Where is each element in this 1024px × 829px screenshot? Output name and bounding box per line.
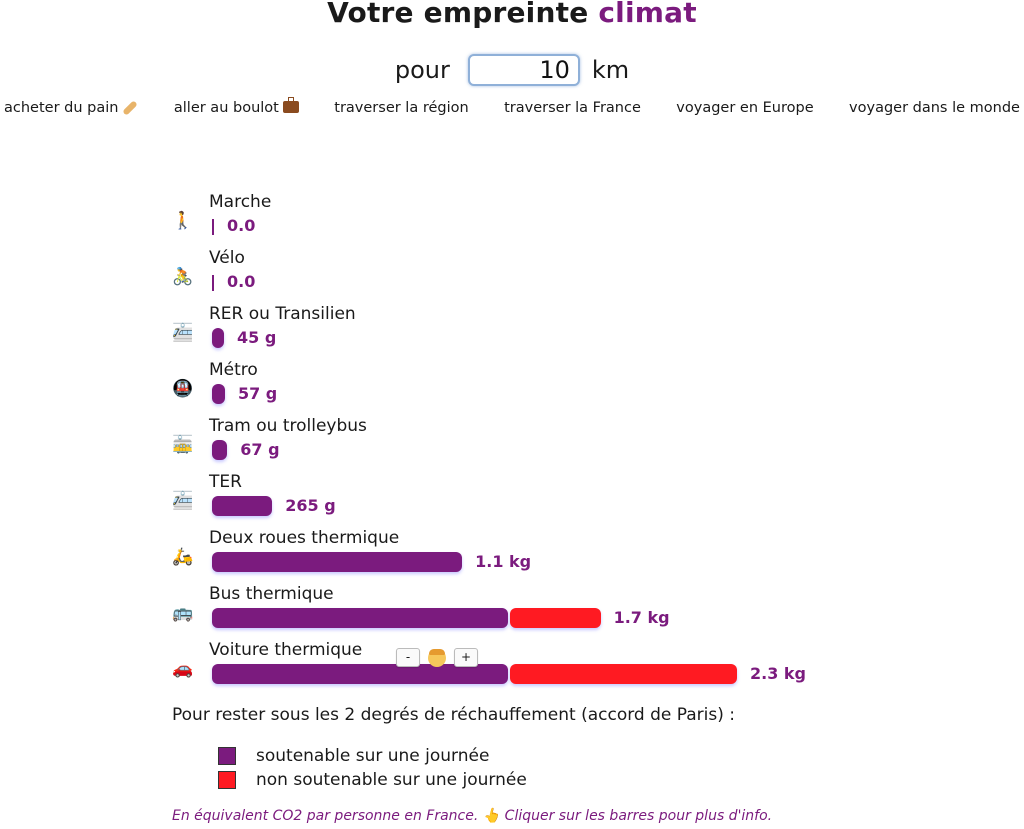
bar-sustainable[interactable] <box>212 384 225 404</box>
mode-label: TER <box>209 472 242 492</box>
preset-voyager-en-europe[interactable]: voyager en Europe <box>676 100 813 116</box>
bar-value-label: 0.0 <box>227 272 255 292</box>
mode-row: 🚴 Vélo 0.0 <box>0 248 1024 304</box>
bar-track <box>212 384 225 404</box>
briefcase-icon <box>283 101 299 113</box>
bar-track <box>212 608 601 628</box>
train-icon: 🚈 <box>172 322 194 344</box>
mode-label: RER ou Transilien <box>209 304 356 324</box>
footer-hint: Cliquer sur les barres pour plus d'info. <box>505 808 772 824</box>
bus-icon: 🚌 <box>172 602 194 624</box>
legend-swatch-unsustainable <box>218 771 236 789</box>
train-icon: 🚈 <box>172 490 194 512</box>
mode-row: 🛵 Deux roues thermique 1.1 kg <box>0 528 1024 584</box>
legend: soutenable sur une journée non soutenabl… <box>218 744 527 792</box>
preset-label: aller au boulot <box>174 100 279 116</box>
bar-sustainable[interactable] <box>212 440 227 460</box>
walking-person-icon: 🚶 <box>172 210 194 232</box>
mode-row: 🚶 Marche 0.0 <box>0 192 1024 248</box>
mode-label: Vélo <box>209 248 245 268</box>
mode-label: Tram ou trolleybus <box>209 416 367 436</box>
distance-selector: pour km <box>0 54 1024 86</box>
bar-value-label: 265 g <box>285 496 335 516</box>
bar-zero-marker[interactable] <box>212 219 214 235</box>
bar-track <box>212 664 737 684</box>
distance-input[interactable] <box>468 54 580 86</box>
mode-label: Métro <box>209 360 258 380</box>
metro-icon: 🚇 <box>172 378 194 400</box>
preset-voyager-dans-le-monde[interactable]: voyager dans le monde <box>849 100 1020 116</box>
legend-item-sustainable: soutenable sur une journée <box>218 744 527 768</box>
bar-unsustainable[interactable] <box>510 664 737 684</box>
increase-passengers-button[interactable]: + <box>454 648 478 667</box>
mode-label: Voiture thermique <box>209 640 362 660</box>
mode-label: Bus thermique <box>209 584 334 604</box>
person-face-icon <box>428 649 446 667</box>
passenger-stepper: -+ <box>396 648 478 667</box>
bar-value-label: 1.1 kg <box>475 552 531 572</box>
bar-track <box>212 328 224 348</box>
mode-row: 🚈 TER 265 g <box>0 472 1024 528</box>
legend-label: soutenable sur une journée <box>256 746 489 766</box>
bar-value-label: 45 g <box>237 328 276 348</box>
distance-prefix: pour <box>395 56 450 84</box>
bread-icon <box>123 100 139 116</box>
mode-row: 🚌 Bus thermique 1.7 kg <box>0 584 1024 640</box>
bar-unsustainable[interactable] <box>510 608 601 628</box>
page-title: Votre empreinte climat <box>0 0 1024 29</box>
bar-value-label: 2.3 kg <box>750 664 806 684</box>
title-prefix: Votre empreinte <box>327 0 588 29</box>
bar-track <box>212 496 272 516</box>
tram-icon: 🚋 <box>172 434 194 456</box>
pointing-hand-icon: 👆 <box>483 808 500 824</box>
scooter-icon: 🛵 <box>172 546 194 568</box>
bicycle-icon: 🚴 <box>172 266 194 288</box>
bar-zero-marker[interactable] <box>212 275 214 291</box>
mode-row: 🚗Voiture thermique2.3 kg-+ <box>0 640 1024 696</box>
bar-track <box>212 552 462 572</box>
mode-row: 🚇 Métro 57 g <box>0 360 1024 416</box>
bar-sustainable[interactable] <box>212 328 224 348</box>
bar-sustainable[interactable] <box>212 608 508 628</box>
legend-swatch-sustainable <box>218 747 236 765</box>
footer-note: En équivalent CO2 par personne en France… <box>172 808 772 824</box>
bar-value-label: 67 g <box>240 440 279 460</box>
car-icon: 🚗 <box>172 658 194 680</box>
mode-row: 🚈 RER ou Transilien 45 g <box>0 304 1024 360</box>
bar-value-label: 0.0 <box>227 216 255 236</box>
title-accent: climat <box>598 0 696 29</box>
preset-traverser-la-france[interactable]: traverser la France <box>504 100 641 116</box>
preset-traverser-la-region[interactable]: traverser la région <box>334 100 468 116</box>
distance-unit: km <box>592 56 629 84</box>
legend-label: non soutenable sur une journée <box>256 770 527 790</box>
mode-label: Marche <box>209 192 271 212</box>
paris-agreement-note: Pour rester sous les 2 degrés de réchauf… <box>172 705 735 725</box>
preset-label: acheter du pain <box>4 100 118 116</box>
footer-text: En équivalent CO2 par personne en France… <box>172 808 478 824</box>
bar-track <box>212 440 227 460</box>
preset-acheter-du-pain[interactable]: acheter du pain <box>4 100 138 116</box>
bar-sustainable[interactable] <box>212 552 462 572</box>
bar-sustainable[interactable] <box>212 496 272 516</box>
preset-aller-au-boulot[interactable]: aller au boulot <box>174 100 299 116</box>
bar-sustainable[interactable] <box>212 664 508 684</box>
preset-list: acheter du pain aller au boulot traverse… <box>0 100 1024 116</box>
mode-row: 🚋 Tram ou trolleybus 67 g <box>0 416 1024 472</box>
decrease-passengers-button[interactable]: - <box>396 648 420 667</box>
bar-value-label: 57 g <box>238 384 277 404</box>
legend-item-unsustainable: non soutenable sur une journée <box>218 768 527 792</box>
mode-label: Deux roues thermique <box>209 528 399 548</box>
bar-value-label: 1.7 kg <box>614 608 670 628</box>
